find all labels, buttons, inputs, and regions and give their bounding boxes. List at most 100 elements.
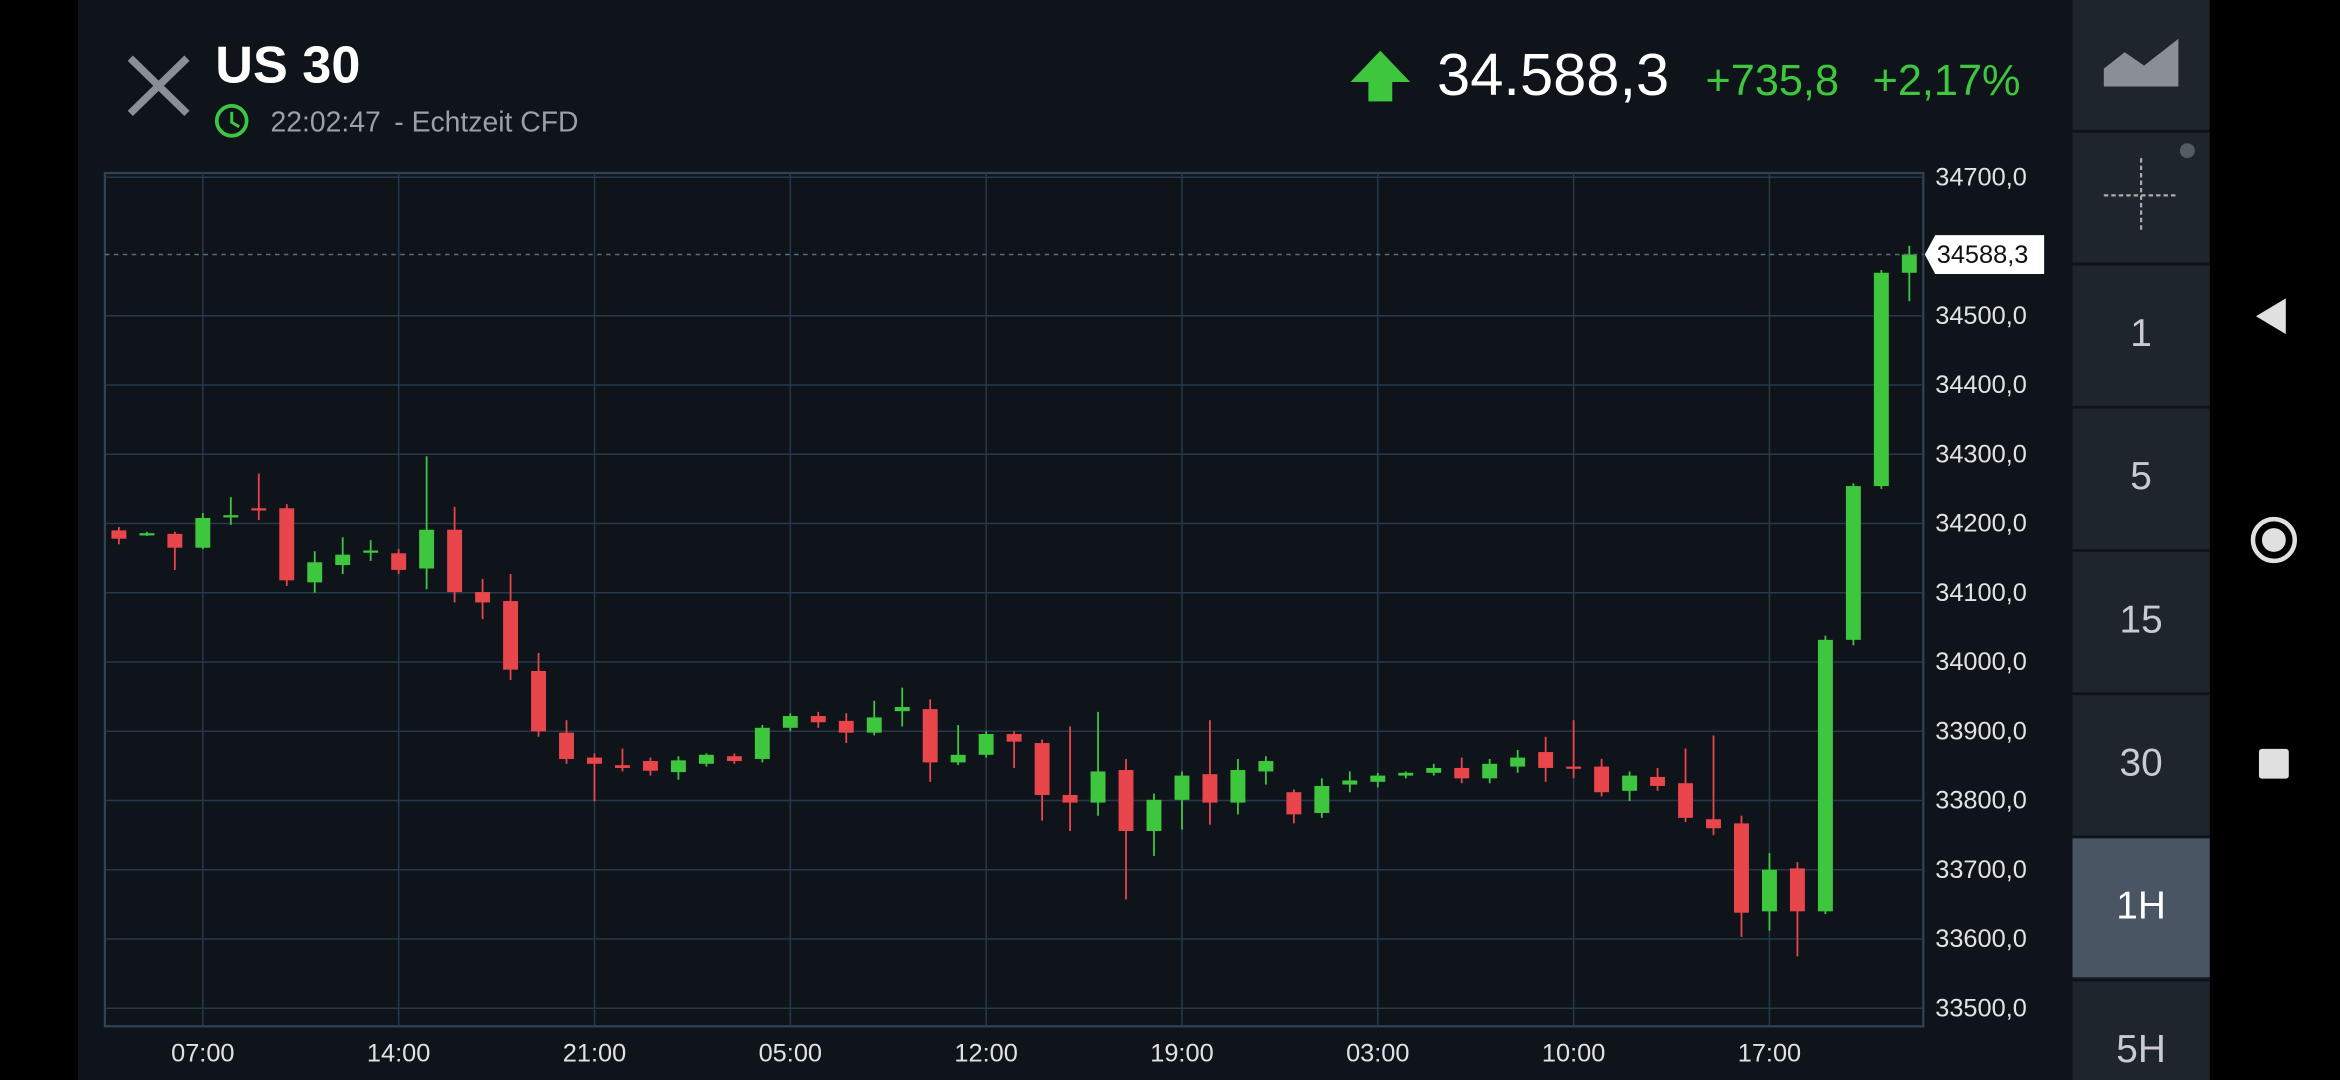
candle-body	[642, 761, 658, 771]
candle-body	[754, 727, 770, 759]
candle-body	[1174, 775, 1190, 800]
candle-body	[1845, 486, 1861, 640]
x-tick-label: 21:00	[563, 1039, 626, 1067]
candle-body	[1342, 780, 1358, 785]
candle-body	[950, 754, 966, 763]
candle-body	[782, 716, 798, 728]
candle-body	[866, 717, 882, 733]
candle-body	[1062, 794, 1078, 803]
candle-body	[195, 517, 211, 548]
y-tick-label: 34400,0	[1935, 371, 2027, 399]
timeframe-bg	[2072, 264, 2210, 405]
candle-body	[978, 734, 994, 755]
candle-body	[838, 720, 854, 733]
change-percent: +2,17%	[1873, 57, 2021, 105]
candle-body	[475, 592, 491, 603]
candle-body	[922, 709, 938, 763]
change: +735,8	[1706, 57, 1839, 105]
chart-type-button[interactable]	[2103, 38, 2179, 87]
y-tick-label: 34500,0	[1935, 302, 2027, 330]
close-button[interactable]	[127, 55, 190, 117]
timeframe-button[interactable]: 15	[2072, 548, 2210, 691]
candle-body	[1398, 772, 1414, 776]
candle-body	[363, 550, 379, 553]
candle-body	[307, 562, 323, 583]
time: 22:02:47	[270, 106, 380, 138]
x-tick-label: 07:00	[171, 1039, 234, 1067]
candle-body	[615, 765, 630, 768]
y-tick-label: 34200,0	[1935, 510, 2027, 538]
candle-body	[1538, 752, 1554, 768]
y-tick-label: 34100,0	[1935, 579, 2027, 607]
plot: 33500,0 33600,0 33700,0 33800,0 33900,0 34000…	[103, 163, 2045, 1067]
y-tick-label: 33500,0	[1935, 994, 2027, 1022]
nav-back[interactable]	[2255, 298, 2286, 335]
candle-body	[698, 754, 714, 764]
chart-screen	[78, 0, 2074, 1080]
timeframe-button[interactable]: 1H	[2072, 835, 2210, 978]
timeframe-button[interactable]: 30	[2072, 692, 2210, 834]
candle-body	[810, 716, 826, 723]
candle-body	[1566, 766, 1582, 769]
candle-body	[1482, 763, 1498, 779]
timeframe-bg	[2072, 693, 2210, 834]
y-tick-label: 33600,0	[1935, 925, 2027, 953]
timeframe-label: 5	[2130, 455, 2152, 498]
candle-body	[251, 508, 267, 511]
candle-body	[1622, 775, 1638, 791]
y-tick-label: 34000,0	[1935, 648, 2027, 676]
candle-body	[1230, 770, 1246, 803]
candle-body	[223, 515, 239, 518]
crosshair-button[interactable]	[2103, 143, 2195, 233]
candle-body	[1510, 757, 1526, 767]
candle-body	[587, 757, 602, 764]
nav-recents[interactable]	[2258, 748, 2289, 779]
last-price-label: 34588,3	[1937, 241, 2029, 269]
symbol: US 30	[215, 36, 360, 94]
candle-body	[1678, 783, 1693, 818]
nav-home-dot	[2261, 528, 2286, 552]
timeframe-button[interactable]: 5H	[2072, 978, 2210, 1080]
candle-body	[1761, 869, 1777, 912]
candle-body	[1789, 868, 1805, 912]
timeframe-bg	[2072, 836, 2210, 978]
source: - Echtzeit CFD	[394, 106, 578, 138]
timeframe-bg	[2072, 550, 2210, 691]
candle-body	[167, 533, 183, 548]
candle-body	[419, 529, 435, 569]
candle-body	[335, 554, 351, 566]
timeframe-label: 5H	[2116, 1028, 2166, 1071]
candle-body	[531, 671, 546, 732]
timeframe-button[interactable]: 5	[2072, 405, 2210, 548]
timeframe-label: 1H	[2116, 885, 2166, 928]
x-tick-label: 10:00	[1542, 1039, 1605, 1067]
last-price-box	[1924, 235, 2045, 274]
timeframe-bg	[2072, 980, 2210, 1080]
x-tick-label: 03:00	[1346, 1039, 1409, 1067]
candle-body	[894, 707, 910, 712]
candle-body	[1034, 743, 1050, 795]
candle-body	[726, 756, 742, 762]
candle-body	[1454, 767, 1470, 779]
timeframe-button[interactable]: 1	[2072, 262, 2210, 405]
clock-icon	[214, 104, 249, 138]
close-icon	[127, 55, 190, 117]
candle-body	[1817, 639, 1833, 912]
candle-body	[503, 601, 519, 670]
y-tick-label: 33800,0	[1935, 787, 2027, 815]
candle-body	[447, 529, 463, 593]
candle-body	[1314, 785, 1330, 813]
candle-body	[1202, 774, 1218, 803]
candle-body	[1734, 823, 1749, 913]
chart-type-icon	[2103, 38, 2179, 87]
plot-area	[103, 171, 1925, 1028]
x-tick-label: 17:00	[1738, 1039, 1801, 1067]
y-tick-label: 33700,0	[1935, 856, 2027, 884]
candle-body	[279, 508, 295, 581]
nav-home[interactable]	[2250, 516, 2297, 564]
candle-body	[1118, 770, 1134, 831]
candle-body	[391, 553, 407, 570]
